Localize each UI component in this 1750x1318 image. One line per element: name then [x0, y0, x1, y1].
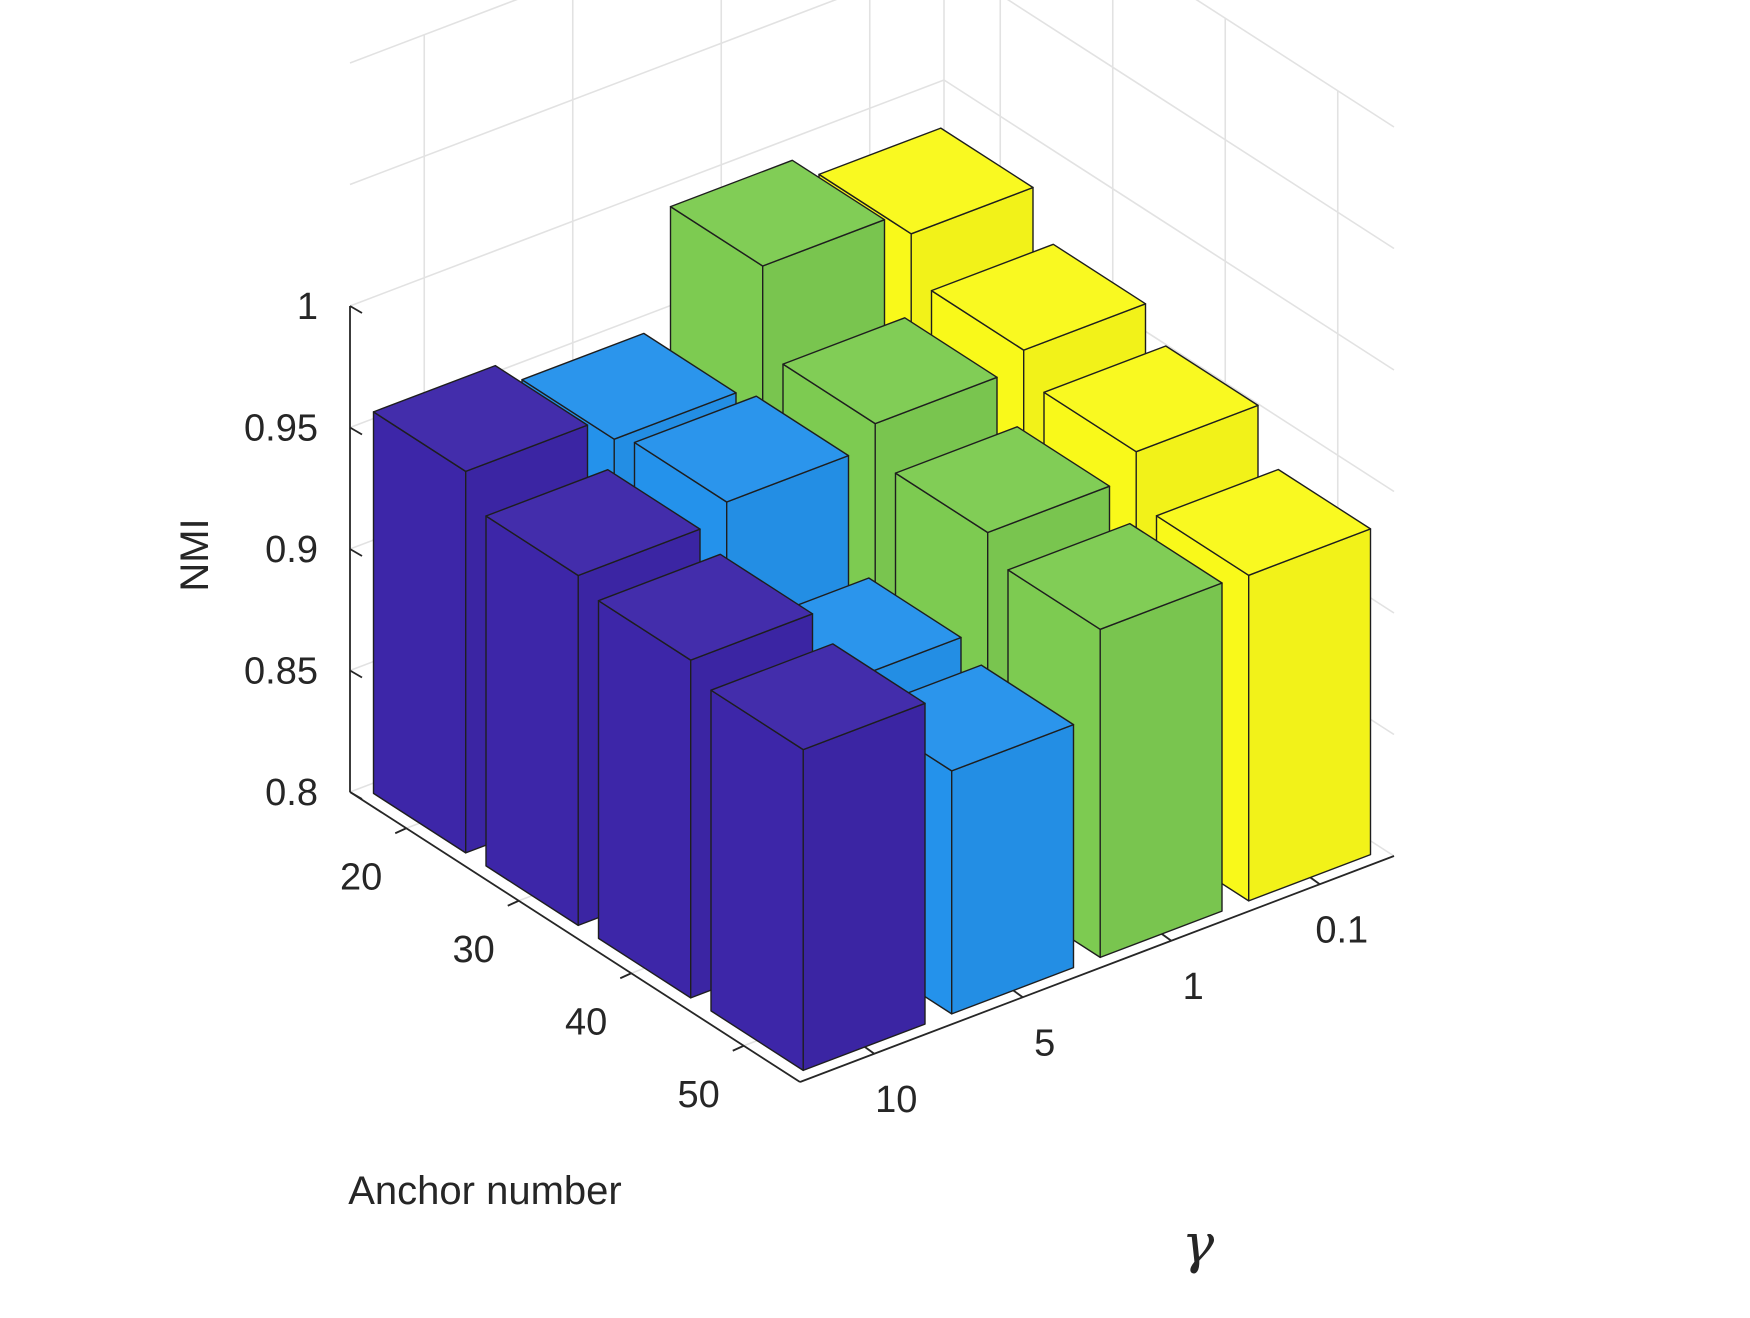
bar-gamma-10-anchor-50: [710, 643, 926, 1072]
bar-side-face: [1247, 528, 1372, 902]
anchor-tick: [507, 899, 520, 907]
z-tick: [349, 548, 363, 557]
gamma-tick-label: 1: [1183, 966, 1204, 1008]
bar-side-face: [802, 702, 926, 1072]
bar-top-face: [1007, 522, 1223, 630]
z-gridline: [349, 0, 1395, 128]
bar-top-face: [372, 364, 589, 473]
z-gridline: [349, 0, 1395, 250]
anchor-tick-label: 30: [452, 929, 494, 971]
z-tick-label: 0.8: [265, 772, 318, 814]
gamma-tick-label: 0.1: [1315, 909, 1368, 951]
bar-top-face: [1043, 345, 1259, 453]
bar-top-face: [930, 243, 1147, 351]
bar-top-face: [818, 127, 1034, 235]
bar-front-face: [372, 411, 467, 854]
x-axis-title: Anchor number: [348, 1169, 621, 1213]
labels-layer: NMI Anchor number γ 0.8 0.85 0.9 0.95 1 20 30 4…: [173, 286, 1368, 1275]
anchor-tick: [619, 972, 632, 980]
bar-side-face: [1099, 582, 1223, 959]
anchor-tick: [394, 827, 407, 835]
z-tick-label: 0.95: [244, 408, 318, 450]
bar-top-face: [1155, 468, 1372, 576]
bar-top-face: [597, 553, 814, 661]
z-tick: [349, 669, 363, 679]
z-tick: [349, 426, 363, 436]
anchor-tick: [732, 1044, 745, 1052]
bar-top-face: [521, 332, 737, 440]
z-tick: [349, 305, 363, 314]
bar-side-face: [951, 723, 1075, 1015]
gamma-tick-label: 10: [875, 1079, 917, 1121]
anchor-axis-line: [349, 791, 801, 1083]
bar-top-face: [710, 643, 926, 751]
z-tick-label: 0.85: [244, 651, 318, 693]
bar-top-face: [633, 395, 850, 503]
anchor-tick-label: 50: [677, 1074, 719, 1116]
anchor-tick-label: 20: [340, 856, 382, 898]
anchor-tick-label: 40: [565, 1001, 607, 1043]
bar-front-face: [710, 689, 804, 1072]
bar-top-face: [894, 426, 1111, 534]
z-axis-title: NMI: [173, 518, 217, 591]
bar-front-face: [485, 515, 579, 927]
z-tick-label: 1: [297, 286, 318, 328]
bar-front-face: [597, 600, 692, 999]
z-tick-label: 0.9: [265, 529, 318, 571]
y-axis-title: γ: [1182, 1212, 1215, 1275]
bar-top-face: [782, 317, 998, 425]
z-tick: [349, 791, 363, 800]
bar-top-face: [485, 469, 701, 577]
gamma-tick-label: 5: [1034, 1022, 1055, 1064]
bars-layer: [372, 127, 1372, 1072]
bar-top-face: [669, 159, 886, 267]
gamma-axis-line: [799, 855, 1395, 1083]
